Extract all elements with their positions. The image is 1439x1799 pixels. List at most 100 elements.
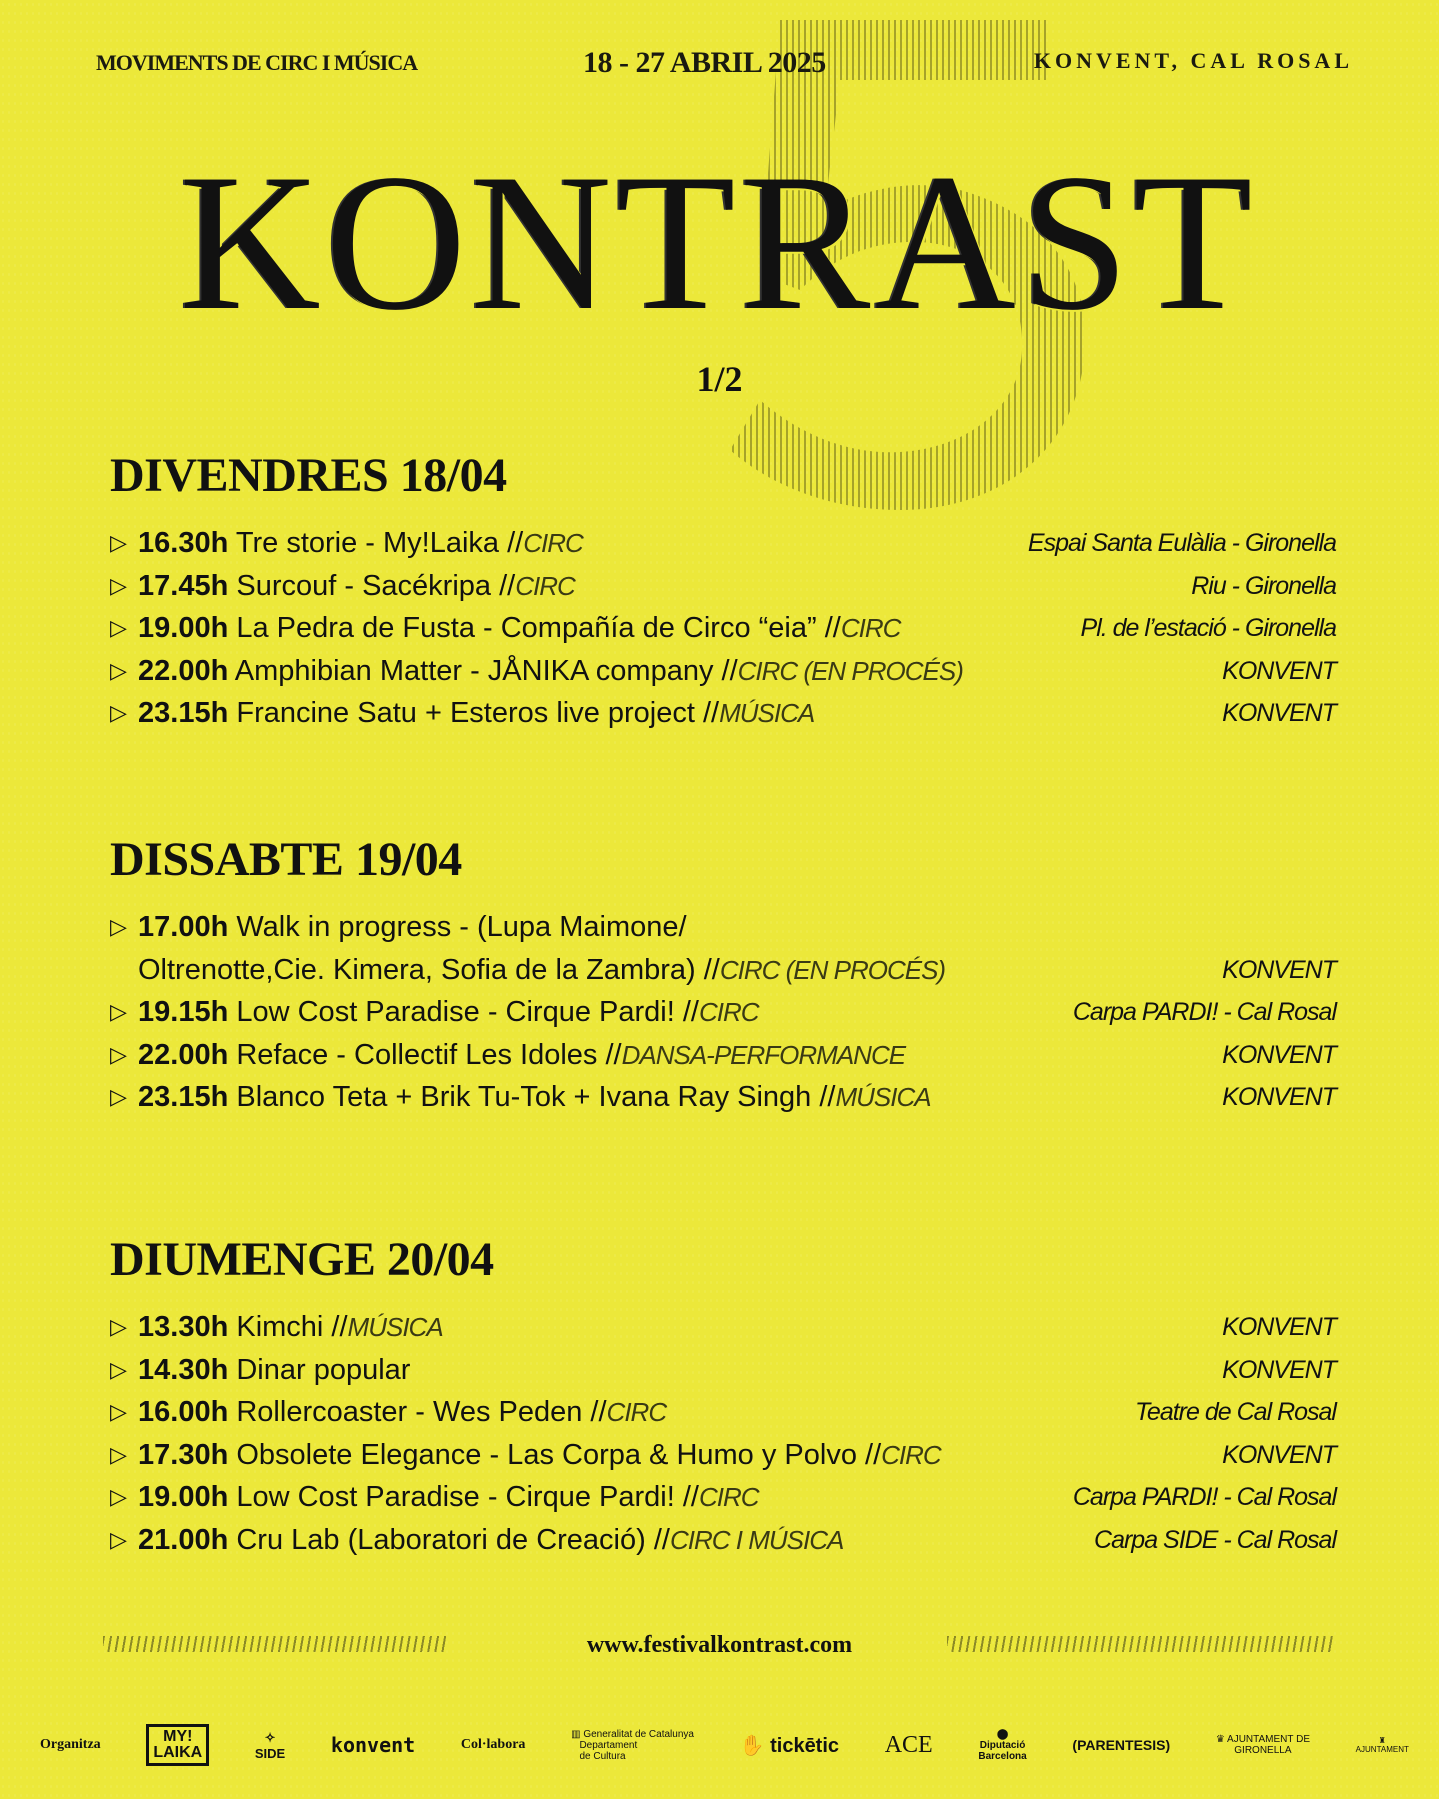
event-text: 17.00h Walk in progress - (Lupa Maimone/… [138, 906, 946, 991]
tag-separator: // [811, 1081, 836, 1114]
parentesis-logo: (PARENTESIS) [1072, 1737, 1171, 1753]
event-title: Low Cost Paradise - Cirque Pardi! [236, 996, 675, 1029]
event-row: ▷ 22.00h Reface - Collectif Les Idoles //… [110, 1034, 1337, 1077]
event-category: CIRC (EN PROCÉS) [719, 954, 946, 985]
tag-separator: // [597, 1038, 622, 1071]
konvent-logo: konvent [330, 1733, 416, 1757]
edition-number-watermark [730, 20, 1086, 510]
tag-separator: // [582, 1396, 607, 1429]
event-venue: KONVENT [1222, 1083, 1337, 1112]
event-row: ▷ 19.15h Low Cost Paradise - Cirque Pardi… [110, 991, 1337, 1034]
event-info: ▷ 22.00h Amphibian Matter - JÅNIKA compan… [110, 650, 964, 693]
event-time: 21.00h [138, 1523, 229, 1556]
tag-separator: // [323, 1311, 348, 1343]
festival-location: KONVENT, CAL ROSAL [1033, 48, 1353, 73]
ace-logo: ACE [884, 1731, 933, 1758]
mylaika-logo: MY! LAIKA [146, 1724, 210, 1766]
event-venue: KONVENT [1222, 955, 1337, 984]
event-category: CIRC [698, 1482, 760, 1513]
ticketic-logo: ✋ tickētic [739, 1734, 840, 1757]
event-time: 23.15h [138, 697, 229, 730]
side-logo: ✧ SIDE [254, 1729, 286, 1761]
tag-separator: // [674, 1481, 699, 1514]
event-time: 23.15h [138, 1081, 229, 1114]
triangle-right-icon: ▷ [110, 572, 127, 598]
event-time: 13.30h [138, 1311, 229, 1343]
triangle-right-icon: ▷ [110, 657, 127, 683]
event-time: 19.00h [138, 1481, 229, 1514]
event-title: Blanco Teta + Brik Tu-Tok + Ivana Ray Si… [236, 1081, 812, 1114]
scribble-decoration [947, 1636, 1333, 1652]
event-row: ▷ 22.00h Amphibian Matter - JÅNIKA compan… [110, 650, 1337, 693]
day-section: DISSABTE 19/04 ▷ 17.00h Walk in progress -… [110, 832, 1337, 1119]
event-info: ▷ 23.15h Blanco Teta + Brik Tu-Tok + Ivan… [110, 1076, 932, 1119]
event-category: DANSA-PERFORMANCE [621, 1039, 906, 1070]
event-title: Dinar popular [236, 1353, 411, 1386]
event-title: Obsolete Elegance - Las Corpa & Humo y P… [236, 1438, 857, 1471]
event-row: ▷ 17.45h Surcouf - Sacékripa //CIRC Riu - … [110, 565, 1337, 608]
event-title: Rollercoaster - Wes Peden [236, 1396, 583, 1429]
event-info: ▷ 16.30h Tre storie - My!Laika //CIRC [110, 522, 584, 565]
tag-separator: // [645, 1523, 670, 1556]
tag-separator: // [856, 1438, 882, 1471]
triangle-right-icon: ▷ [110, 914, 127, 939]
event-info: ▷ 19.15h Low Cost Paradise - Cirque Pardi… [110, 991, 760, 1034]
tag-separator: // [695, 953, 720, 986]
event-info: ▷ 17.00h Walk in progress - (Lupa Maimone… [110, 906, 946, 991]
event-title: La Pedra de Fusta - Compañía de Circo “e… [236, 612, 817, 645]
event-row: ▷ 17.00h Walk in progress - (Lupa Maimone… [110, 906, 1337, 991]
day-heading: DIVENDRES 18/04 [110, 449, 507, 502]
tag-separator: // [713, 654, 738, 687]
event-text: 13.30h Kimchi //MÚSICA [138, 1306, 444, 1349]
event-text: 23.15h Francine Satu + Esteros live proj… [138, 692, 815, 735]
event-row: ▷ 16.00h Rollercoaster - Wes Peden //CIRC… [110, 1391, 1337, 1434]
event-row: ▷ 23.15h Francine Satu + Esteros live pro… [110, 692, 1337, 735]
tag-separator: // [491, 569, 516, 602]
event-category: MÚSICA [719, 698, 815, 729]
event-text: 21.00h Cru Lab (Laboratori de Creació) /… [138, 1519, 844, 1562]
collabora-label: Col·labora [460, 1737, 526, 1752]
event-text: 19.00h La Pedra de Fusta - Compañía de C… [138, 607, 901, 650]
event-venue: Pl. de l’estació - Gironella [1080, 614, 1337, 643]
event-text: 16.30h Tre storie - My!Laika //CIRC [138, 522, 584, 565]
event-time: 19.15h [138, 996, 229, 1029]
event-text: 14.30h Dinar popular [138, 1349, 410, 1392]
event-venue: KONVENT [1222, 1040, 1337, 1069]
event-info: ▷ 23.15h Francine Satu + Esteros live pro… [110, 692, 815, 735]
event-time: 22.00h [138, 1038, 229, 1071]
day-section: DIUMENGE 20/04 ▷ 13.30h Kimchi //MÚSICA KON… [110, 1232, 1337, 1562]
tag-separator: // [674, 996, 699, 1029]
event-title: Tre storie - My!Laika [235, 527, 500, 559]
triangle-right-icon: ▷ [110, 1399, 127, 1425]
organitza-label: Organitza [40, 1737, 101, 1752]
event-venue: Espai Santa Eulàlia - Gironella [1027, 529, 1337, 557]
event-time: 22.00h [138, 654, 229, 687]
event-category: CIRC [698, 997, 760, 1028]
event-row: ▷ 21.00h Cru Lab (Laboratori de Creació) … [110, 1519, 1337, 1562]
event-text: 22.00h Amphibian Matter - JÅNIKA company… [138, 650, 964, 693]
event-text: 17.45h Surcouf - Sacékripa //CIRC [138, 565, 576, 608]
event-row: ▷ 16.30h Tre storie - My!Laika //CIRC Espa… [110, 522, 1337, 565]
event-venue: KONVENT [1222, 699, 1337, 728]
event-category: CIRC [606, 1397, 668, 1428]
event-text: 17.30h Obsolete Elegance - Las Corpa & H… [138, 1434, 942, 1477]
triangle-right-icon: ▷ [110, 1526, 127, 1552]
triangle-right-icon: ▷ [110, 1084, 127, 1110]
event-info: ▷ 22.00h Reface - Collectif Les Idoles //… [110, 1034, 906, 1077]
event-time: 19.00h [138, 612, 229, 645]
event-venue: Riu - Gironella [1191, 571, 1337, 600]
event-category: MÚSICA [347, 1312, 444, 1342]
event-text: 19.15h Low Cost Paradise - Cirque Pardi!… [138, 991, 760, 1034]
event-row: ▷ 14.30h Dinar popular KONVENT [110, 1349, 1337, 1392]
triangle-right-icon: ▷ [110, 1041, 127, 1067]
triangle-right-icon: ▷ [110, 1484, 127, 1510]
event-time: 17.45h [138, 569, 229, 602]
tag-separator: // [816, 612, 841, 645]
event-category: CIRC [515, 570, 576, 601]
triangle-right-icon: ▷ [110, 700, 127, 726]
website-link[interactable]: www.festivalkontrast.com [586, 1632, 853, 1658]
triangle-right-icon: ▷ [110, 1441, 127, 1467]
event-title: Amphibian Matter - JÅNIKA company [234, 654, 714, 687]
triangle-right-icon: ▷ [110, 999, 127, 1025]
event-venue: KONVENT [1222, 1440, 1337, 1469]
